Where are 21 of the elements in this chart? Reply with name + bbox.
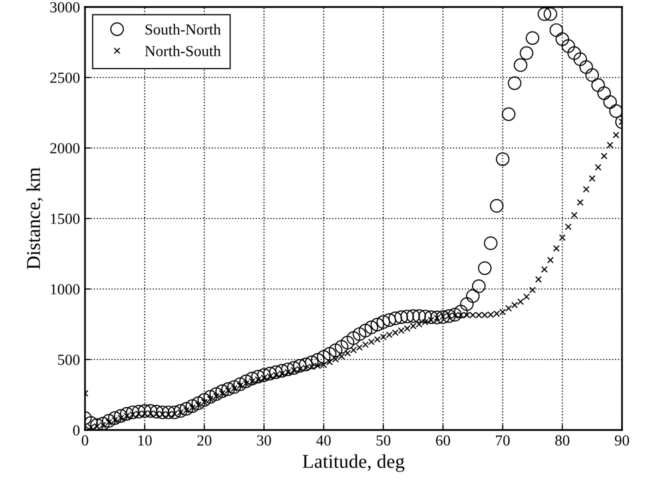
- x-tick-label: 0: [82, 435, 88, 446]
- x-tick-label: 10: [138, 435, 152, 446]
- x-tick-label: 90: [614, 435, 630, 446]
- y-tick-label: 3000: [50, 2, 80, 12]
- x-tick-label: 20: [197, 435, 212, 446]
- y-tick-label: 2500: [50, 72, 80, 83]
- x-axis-title: Latitude, deg: [302, 454, 404, 472]
- x-tick-label: 70: [496, 435, 510, 446]
- y-tick-label: 0: [73, 425, 80, 436]
- x-tick-label: 40: [316, 435, 331, 446]
- y-tick-label: 500: [58, 354, 80, 365]
- y-tick-label: 2000: [50, 143, 80, 154]
- x-tick-label: 50: [376, 435, 390, 446]
- legend-label: North-South: [145, 45, 221, 56]
- y-axis-title: Distance, km: [26, 168, 43, 270]
- x-tick-label: 60: [436, 435, 450, 446]
- y-tick-label: 1500: [50, 214, 80, 224]
- x-tick-label: 80: [555, 435, 570, 446]
- x-tick-label: 30: [257, 435, 272, 446]
- y-tick-label: 1000: [50, 284, 80, 294]
- legend-label: South-North: [146, 24, 221, 35]
